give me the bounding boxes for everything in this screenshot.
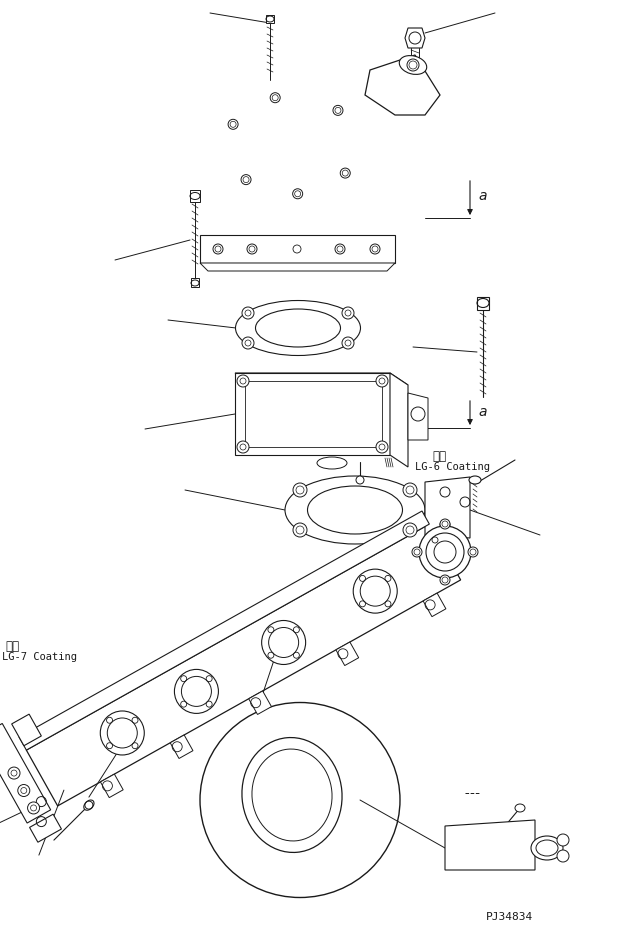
Polygon shape xyxy=(26,525,461,806)
Circle shape xyxy=(293,523,307,537)
Circle shape xyxy=(333,105,343,116)
Circle shape xyxy=(293,483,307,497)
Circle shape xyxy=(407,59,419,71)
Polygon shape xyxy=(390,373,408,467)
Circle shape xyxy=(228,119,238,130)
Ellipse shape xyxy=(557,834,569,846)
Circle shape xyxy=(270,93,280,102)
Ellipse shape xyxy=(84,800,94,810)
Circle shape xyxy=(242,337,254,349)
Circle shape xyxy=(376,375,388,387)
Circle shape xyxy=(293,189,303,198)
Circle shape xyxy=(241,175,251,184)
Ellipse shape xyxy=(531,836,563,860)
Circle shape xyxy=(237,441,249,453)
Text: a: a xyxy=(478,189,486,203)
Ellipse shape xyxy=(469,476,481,484)
Polygon shape xyxy=(235,373,390,455)
Ellipse shape xyxy=(317,457,347,469)
Circle shape xyxy=(242,307,254,319)
Circle shape xyxy=(412,547,422,557)
Circle shape xyxy=(174,669,219,713)
Polygon shape xyxy=(200,263,395,271)
Circle shape xyxy=(335,244,345,254)
Polygon shape xyxy=(12,714,42,745)
Circle shape xyxy=(340,168,350,178)
Circle shape xyxy=(342,307,354,319)
Ellipse shape xyxy=(256,309,341,347)
Circle shape xyxy=(432,537,438,543)
Circle shape xyxy=(468,547,478,557)
Circle shape xyxy=(440,575,450,585)
Text: 屢布: 屢布 xyxy=(5,640,19,653)
Ellipse shape xyxy=(236,301,360,355)
Polygon shape xyxy=(336,642,358,666)
Circle shape xyxy=(440,519,450,529)
Ellipse shape xyxy=(426,533,464,571)
Ellipse shape xyxy=(410,87,420,93)
Circle shape xyxy=(403,523,417,537)
Polygon shape xyxy=(200,235,395,263)
Polygon shape xyxy=(191,278,199,287)
Circle shape xyxy=(213,244,223,254)
Circle shape xyxy=(237,375,249,387)
Circle shape xyxy=(100,711,144,755)
Circle shape xyxy=(370,244,380,254)
Polygon shape xyxy=(0,724,50,823)
Text: PJ34834: PJ34834 xyxy=(486,912,534,922)
Polygon shape xyxy=(408,393,428,440)
Polygon shape xyxy=(477,297,489,310)
Text: LG-7 Coating: LG-7 Coating xyxy=(2,652,77,662)
Polygon shape xyxy=(235,373,408,385)
Circle shape xyxy=(342,337,354,349)
Polygon shape xyxy=(100,775,123,798)
Ellipse shape xyxy=(285,476,425,544)
Polygon shape xyxy=(405,28,425,48)
Polygon shape xyxy=(170,735,193,759)
Circle shape xyxy=(353,569,397,613)
Ellipse shape xyxy=(419,526,471,578)
Ellipse shape xyxy=(200,702,400,898)
Text: LG-6 Coating: LG-6 Coating xyxy=(415,462,490,472)
Ellipse shape xyxy=(242,738,342,853)
Circle shape xyxy=(8,767,20,779)
Circle shape xyxy=(403,483,417,497)
Circle shape xyxy=(27,802,40,814)
Text: a: a xyxy=(478,405,486,419)
Ellipse shape xyxy=(307,486,403,534)
Ellipse shape xyxy=(399,55,427,74)
Polygon shape xyxy=(445,820,535,870)
Polygon shape xyxy=(190,190,200,202)
Polygon shape xyxy=(365,55,440,115)
Polygon shape xyxy=(29,814,61,842)
Text: 屢布: 屢布 xyxy=(432,450,446,463)
Polygon shape xyxy=(19,511,429,750)
Circle shape xyxy=(247,244,257,254)
Polygon shape xyxy=(249,691,272,714)
Circle shape xyxy=(376,441,388,453)
Circle shape xyxy=(261,620,305,665)
Ellipse shape xyxy=(557,850,569,862)
Circle shape xyxy=(18,785,30,796)
Polygon shape xyxy=(425,477,470,538)
Polygon shape xyxy=(423,593,446,617)
Circle shape xyxy=(356,476,364,484)
Ellipse shape xyxy=(515,804,525,812)
Polygon shape xyxy=(266,15,274,23)
